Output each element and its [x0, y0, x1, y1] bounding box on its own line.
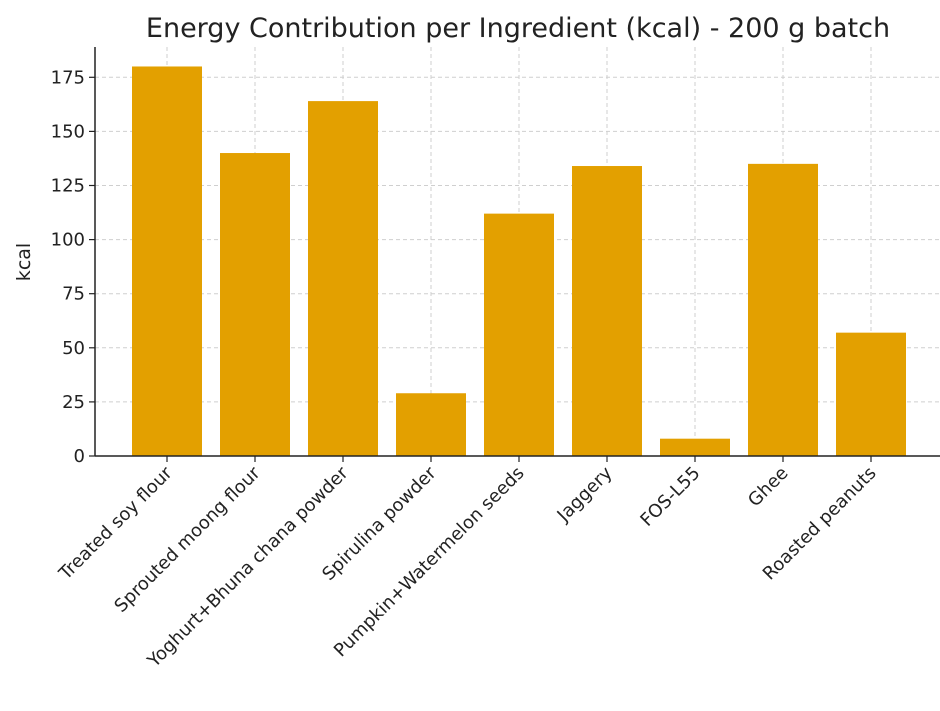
- y-tick-label: 25: [62, 392, 85, 413]
- y-axis-label: kcal: [13, 243, 35, 281]
- bars-layer: [132, 66, 906, 457]
- bar: [396, 393, 466, 456]
- bar: [220, 153, 290, 456]
- chart-title: Energy Contribution per Ingredient (kcal…: [146, 13, 890, 44]
- x-tick-label: Ghee: [744, 463, 792, 511]
- y-tick-labels: 0 25 50 75 100 125 150 175: [51, 67, 85, 467]
- bar: [132, 66, 202, 456]
- bar: [660, 438, 730, 456]
- bar: [308, 101, 378, 457]
- x-tick-label: Pumpkin+Watermelon seeds: [330, 463, 529, 662]
- y-tick-label: 175: [51, 67, 85, 88]
- y-tick-label: 50: [62, 338, 85, 359]
- y-tick-label: 0: [74, 446, 85, 467]
- axes-layer: [89, 47, 940, 462]
- bar: [836, 332, 906, 456]
- x-tick-label: Sprouted moong flour: [110, 462, 264, 616]
- bar: [484, 213, 554, 456]
- bar: [748, 163, 818, 456]
- x-tick-label: Jaggery: [553, 462, 617, 526]
- y-tick-label: 100: [51, 230, 85, 251]
- x-tick-label: FOS-L55: [636, 463, 704, 531]
- bar: [572, 166, 642, 456]
- y-tick-label: 75: [62, 284, 85, 305]
- y-tick-label: 150: [51, 121, 85, 142]
- y-tick-label: 125: [51, 175, 85, 196]
